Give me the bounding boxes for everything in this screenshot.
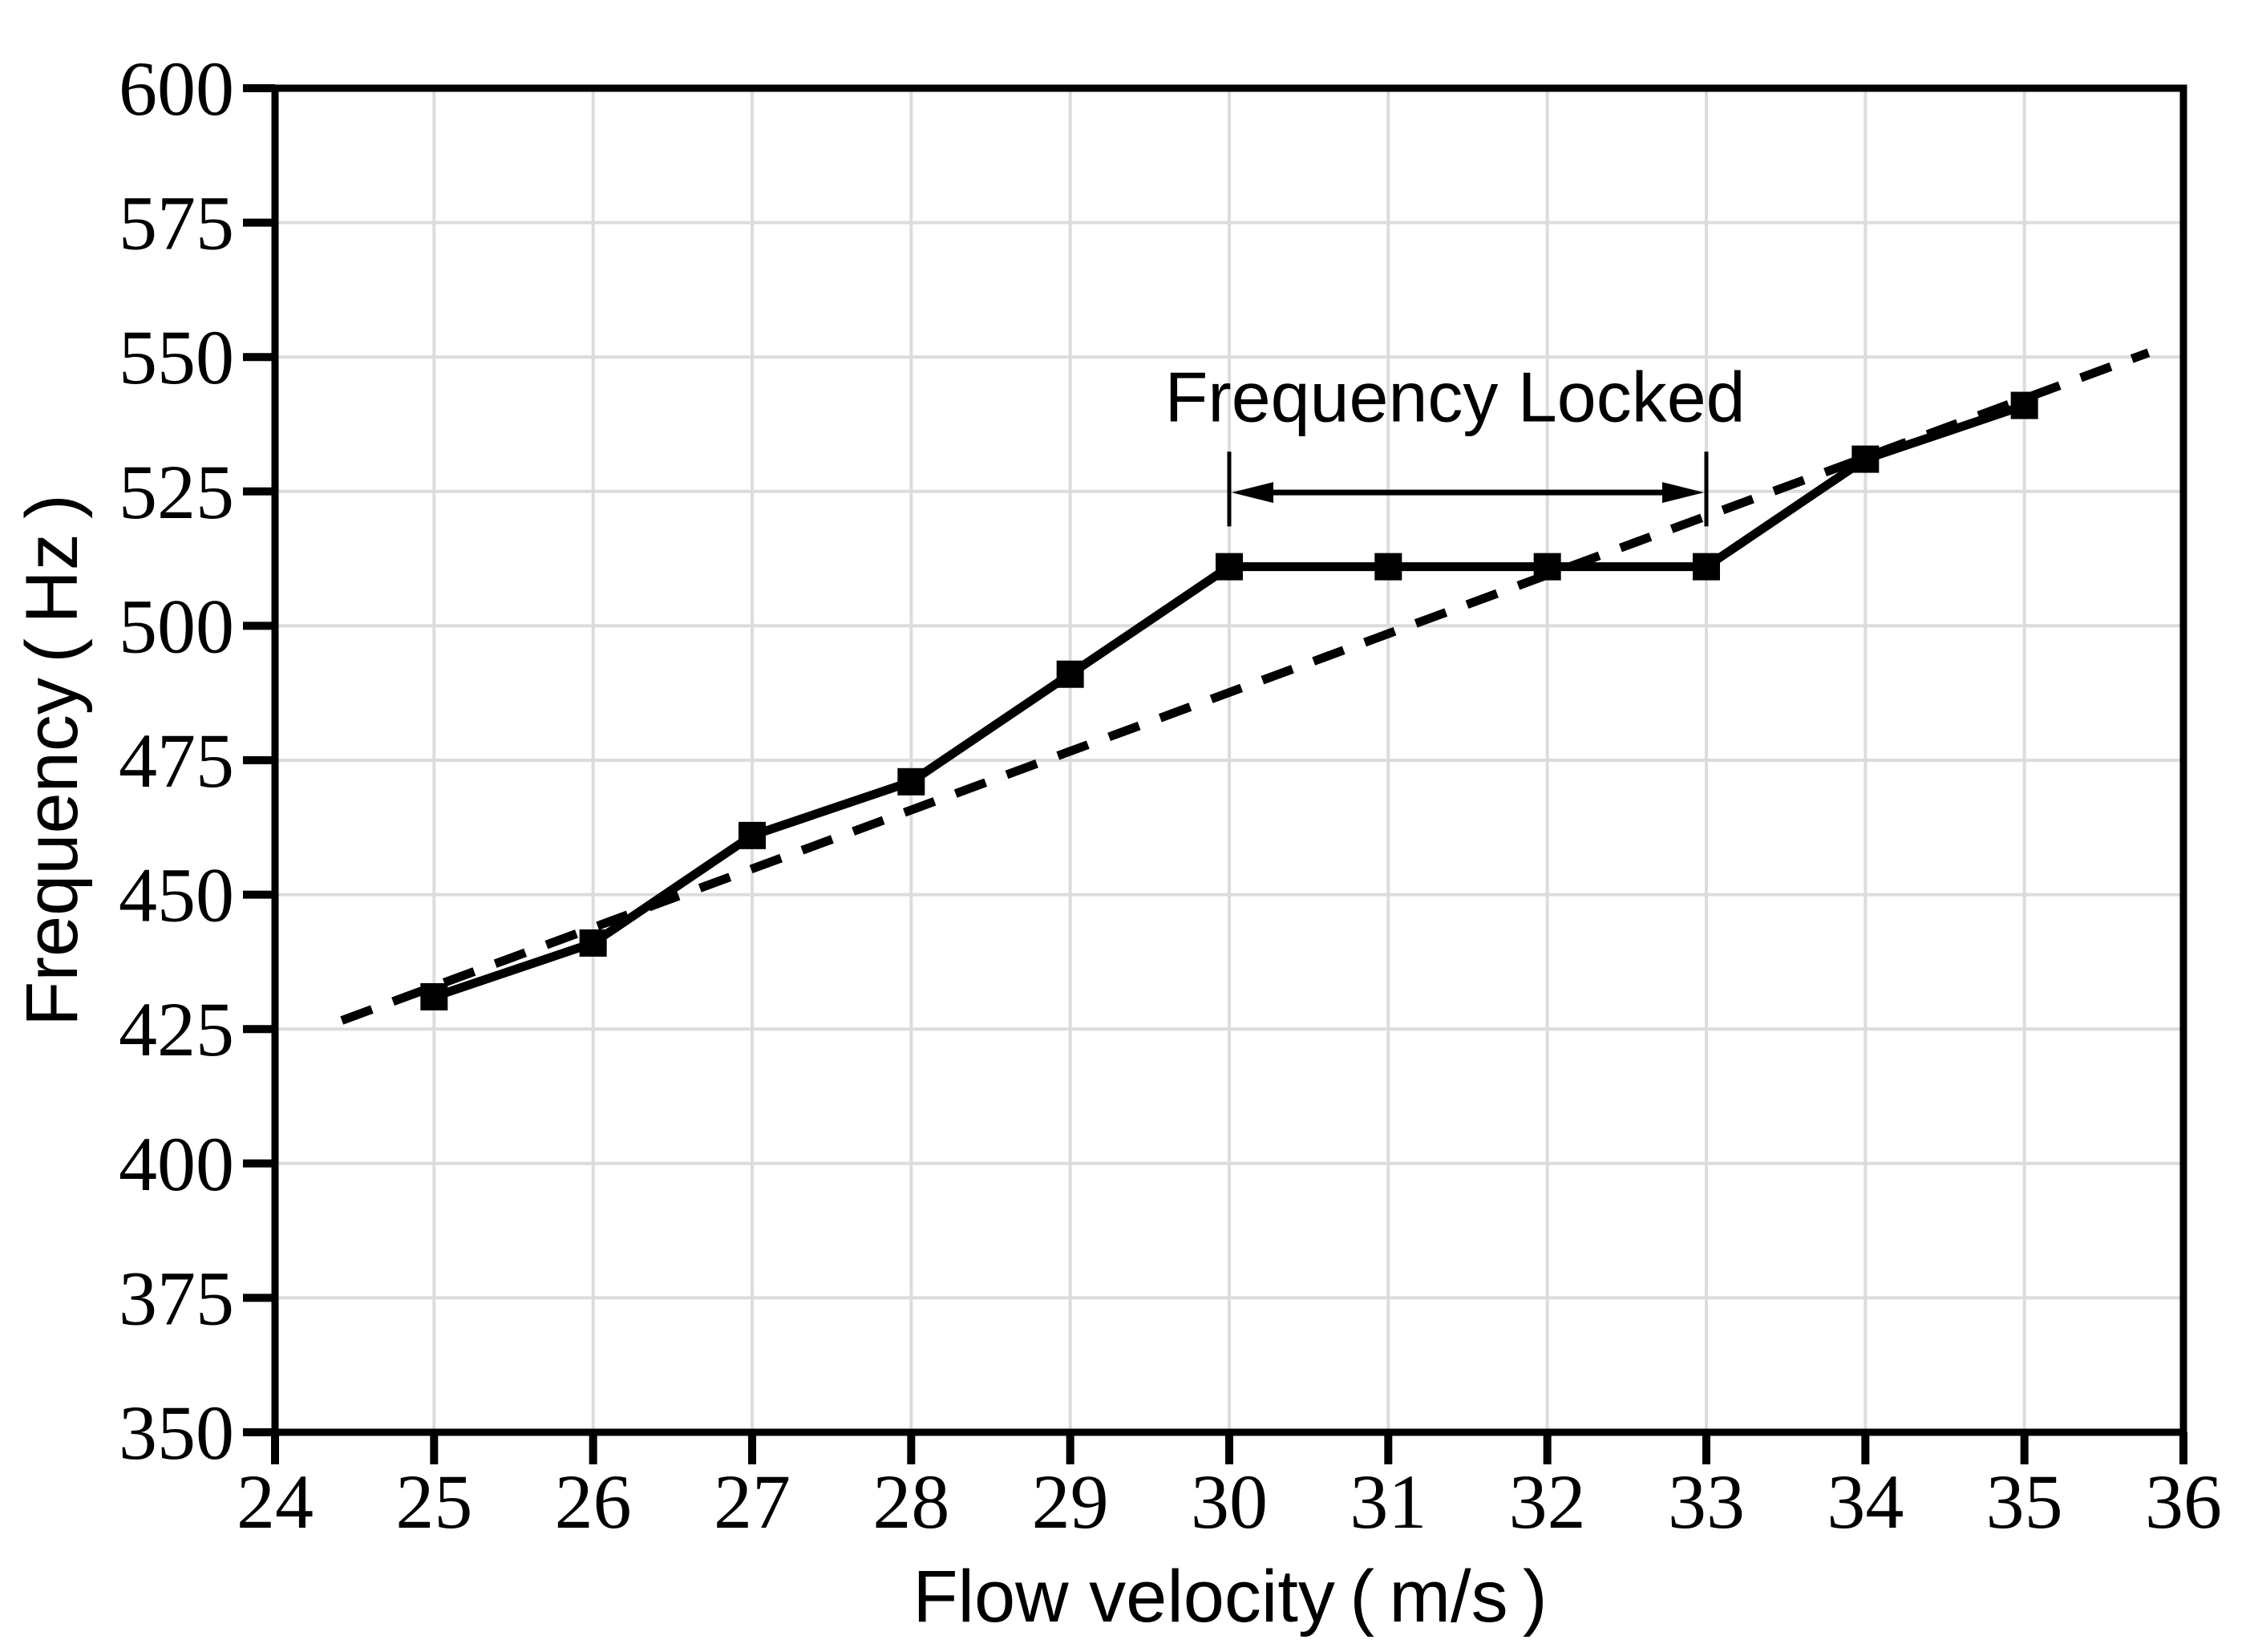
x-tick-label-30: 30 <box>1191 1459 1268 1545</box>
x-tick-label-34: 34 <box>1827 1459 1904 1545</box>
arrowhead-right-icon <box>1662 482 1704 504</box>
data-point-measured-frequency-v33 <box>1693 553 1720 581</box>
x-tick-label-25: 25 <box>395 1459 472 1545</box>
y-axis-title: Frequency ( Hz ) <box>11 494 93 1026</box>
x-tick-label-24: 24 <box>237 1459 314 1545</box>
y-tick-label-425: 425 <box>119 986 234 1072</box>
y-tick-label-400: 400 <box>119 1121 234 1207</box>
x-tick-label-29: 29 <box>1032 1459 1109 1545</box>
x-tick-label-31: 31 <box>1350 1459 1426 1545</box>
x-axis-title: Flow velocity ( m/s ) <box>913 1556 1547 1638</box>
data-point-measured-frequency-v31 <box>1374 553 1402 581</box>
y-tick-label-450: 450 <box>119 852 234 938</box>
data-point-measured-frequency-v30 <box>1216 553 1243 581</box>
tick-layer <box>243 84 2187 1464</box>
y-tick-label-525: 525 <box>119 449 234 535</box>
data-point-measured-frequency-v34 <box>1851 445 1880 473</box>
data-point-measured-frequency-v26 <box>579 929 607 957</box>
x-tick-label-28: 28 <box>872 1459 949 1545</box>
annotation-layer <box>1227 451 1709 527</box>
y-tick-label-575: 575 <box>119 180 234 266</box>
y-tick-label-350: 350 <box>119 1390 234 1476</box>
annotation-label: Frequency Locked <box>1165 358 1746 437</box>
x-tick-label-27: 27 <box>714 1459 791 1545</box>
series-line-linear-trend-dashed <box>340 348 2151 1025</box>
data-point-measured-frequency-v28 <box>897 767 925 796</box>
x-tick-label-35: 35 <box>1986 1459 2063 1545</box>
y-tick-label-375: 375 <box>119 1255 234 1341</box>
series-layer <box>340 348 2151 1025</box>
data-point-measured-frequency-v25 <box>420 982 448 1010</box>
y-tick-label-475: 475 <box>119 718 234 804</box>
x-tick-label-32: 32 <box>1509 1459 1586 1545</box>
tick-label-layer: 24 25 26 27 28 29 30 31 32 33 34 35 36 350 375 400 425 45… <box>119 46 2222 1545</box>
y-tick-label-600: 600 <box>119 46 234 132</box>
arrowhead-left-icon <box>1232 482 1273 504</box>
data-point-measured-frequency-v27 <box>739 821 766 849</box>
data-point-measured-frequency-v29 <box>1056 660 1084 688</box>
y-tick-label-500: 500 <box>119 583 234 669</box>
x-tick-label-26: 26 <box>555 1459 632 1545</box>
y-tick-label-550: 550 <box>119 314 234 400</box>
x-tick-label-33: 33 <box>1668 1459 1745 1545</box>
x-tick-label-36: 36 <box>2145 1459 2222 1545</box>
